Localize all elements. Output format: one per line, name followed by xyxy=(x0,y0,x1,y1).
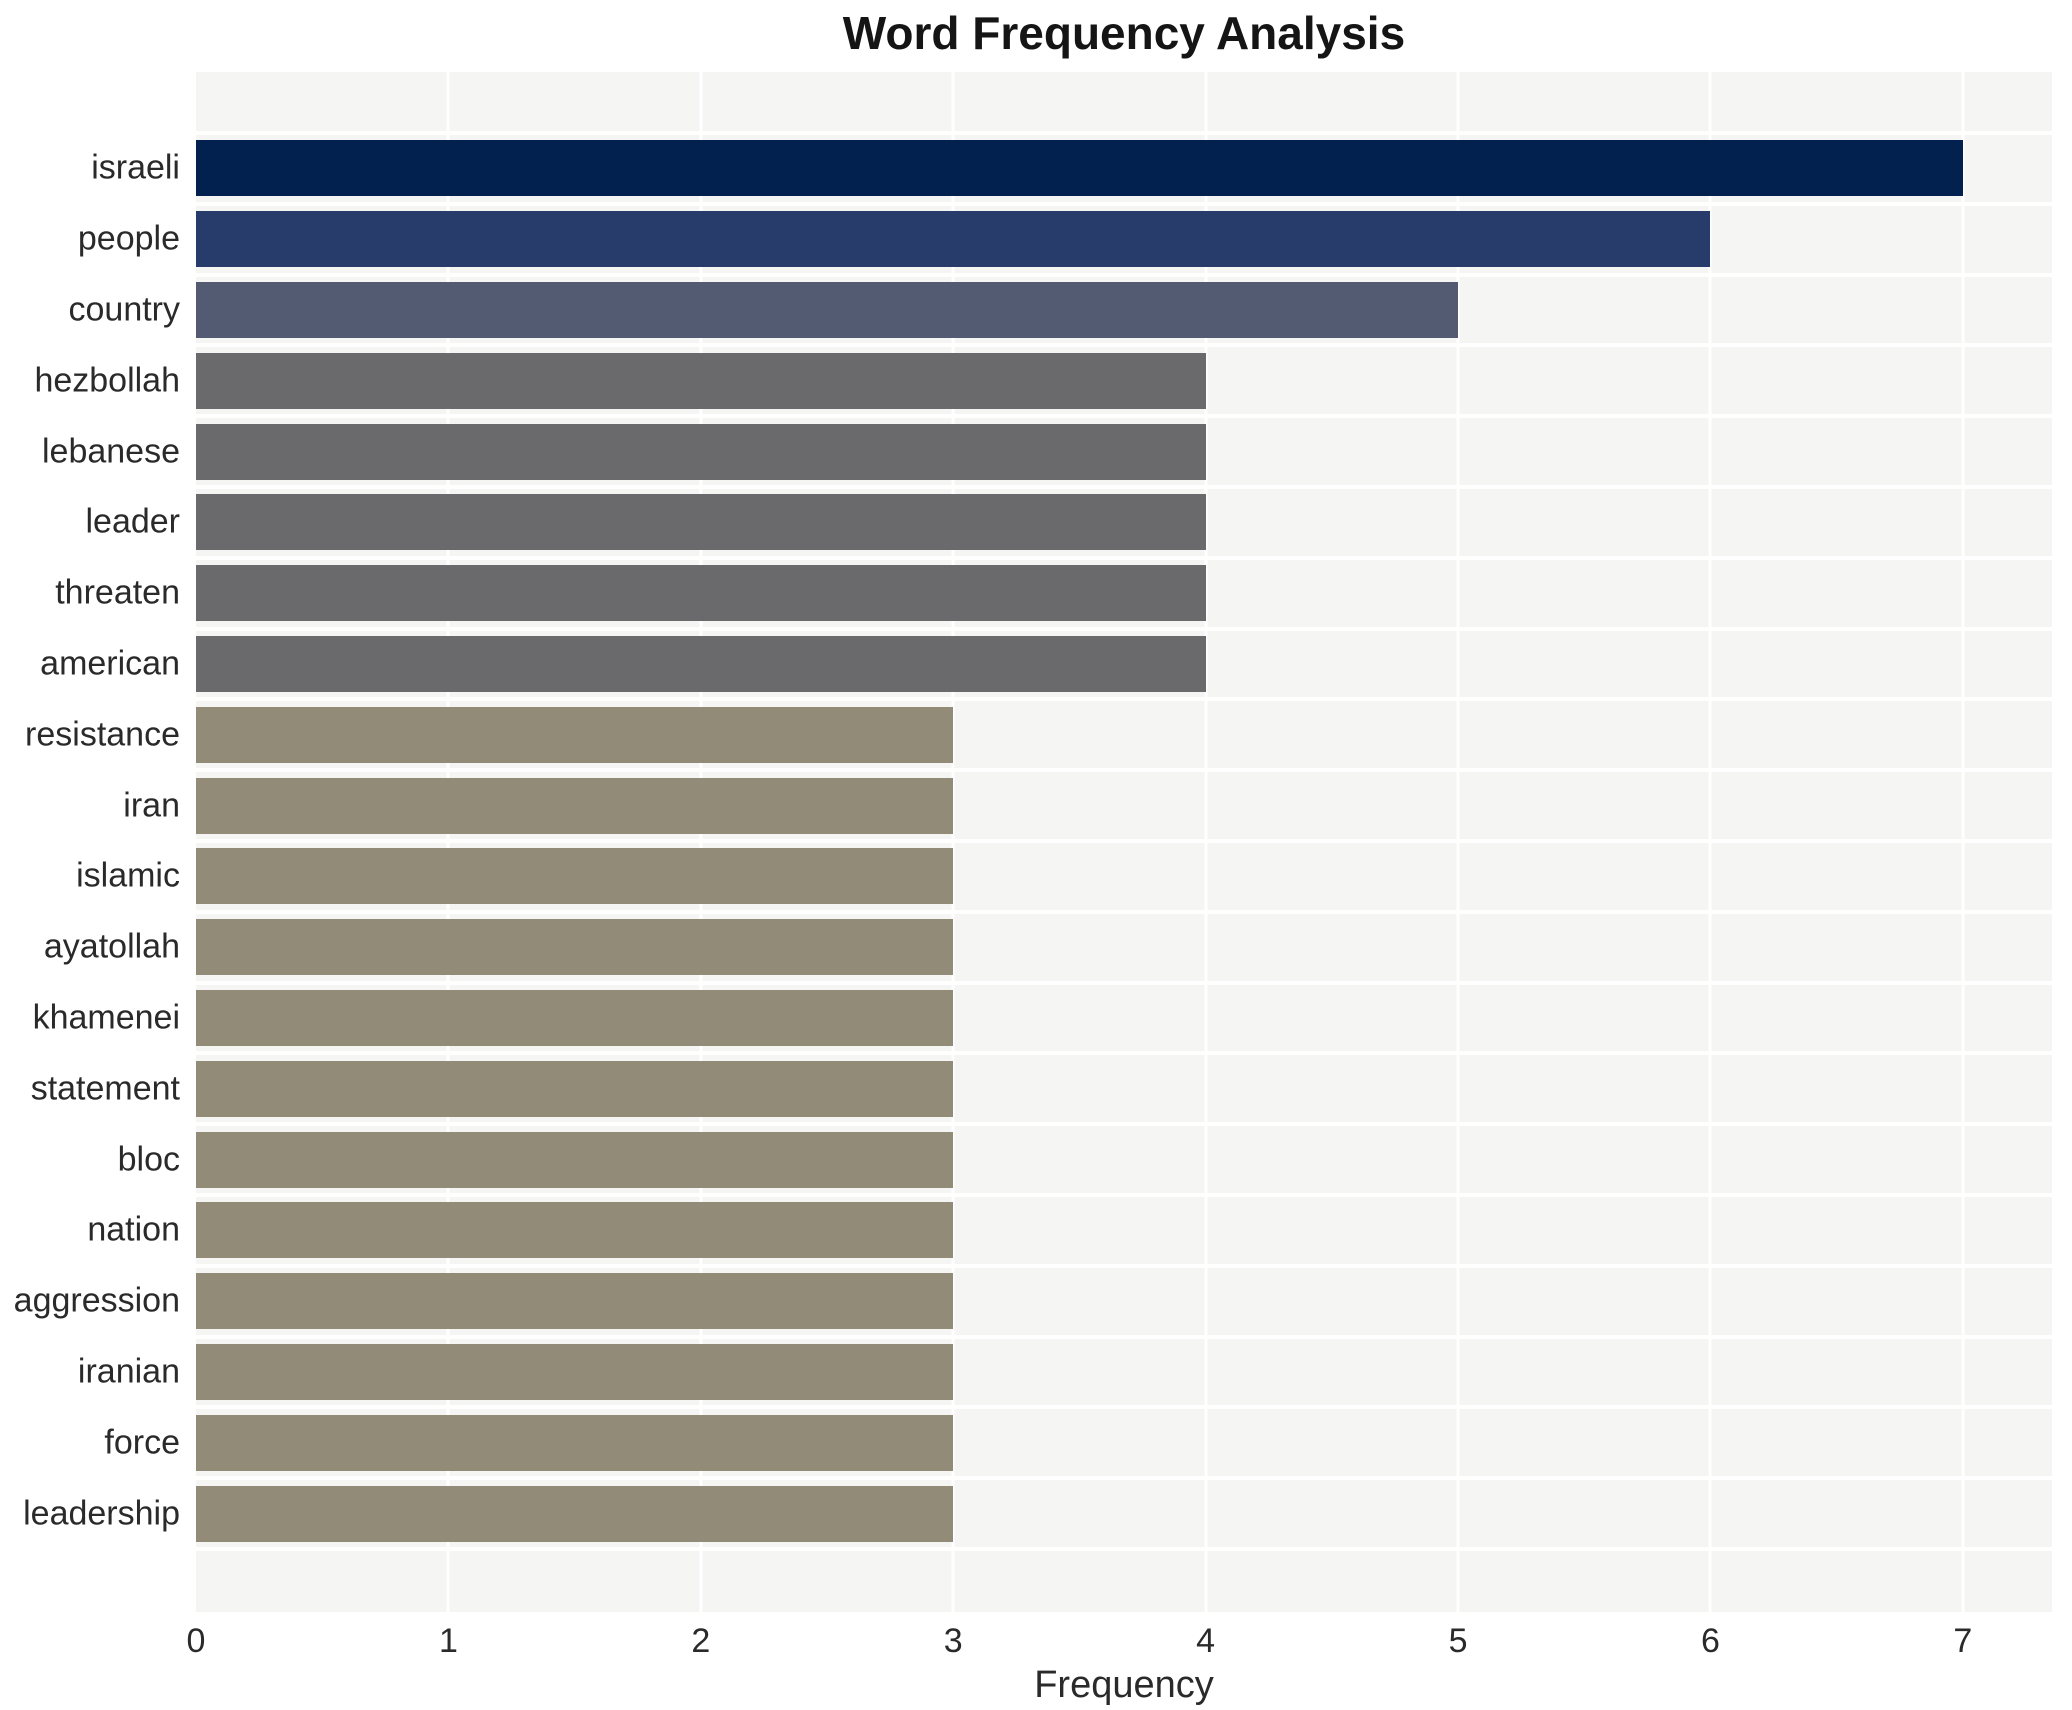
frequency-bar-israeli xyxy=(196,140,1963,197)
frequency-bar-american xyxy=(196,635,1206,692)
x-tick-label: 7 xyxy=(1953,1622,1973,1660)
horizontal-gridline xyxy=(196,485,2052,489)
horizontal-gridline xyxy=(196,272,2052,277)
x-tick-label: 4 xyxy=(1196,1622,1216,1660)
horizontal-gridline xyxy=(196,414,2052,419)
bar-row: israeli xyxy=(91,133,2052,204)
y-category-label: nation xyxy=(87,1210,180,1249)
frequency-bar-country xyxy=(196,281,1459,338)
horizontal-gridline xyxy=(196,1263,2052,1268)
horizontal-gridline xyxy=(196,1193,2052,1197)
horizontal-gridline xyxy=(196,768,2052,773)
y-category-label: ayatollah xyxy=(43,927,180,966)
x-tick-label: 1 xyxy=(438,1622,458,1660)
frequency-bar-nation xyxy=(196,1202,954,1259)
y-category-label: islamic xyxy=(76,856,180,895)
chart-title: Word Frequency Analysis xyxy=(842,7,1406,59)
bar-rows-layer: israeli people country hezbollah lebanese lea… xyxy=(14,131,2052,1551)
bar-row: american xyxy=(40,629,2052,700)
frequency-bar-islamic xyxy=(196,848,954,905)
y-category-label: bloc xyxy=(117,1140,180,1179)
horizontal-gridline xyxy=(196,980,2052,985)
y-category-label: hezbollah xyxy=(34,361,180,400)
frequency-bar-lebanese xyxy=(196,423,1206,480)
x-axis-label: Frequency xyxy=(1034,1664,1214,1706)
horizontal-gridline xyxy=(196,201,2052,206)
bar-row: aggression xyxy=(14,1266,2052,1337)
y-category-label: lebanese xyxy=(41,432,180,471)
bar-row: ayatollah xyxy=(44,912,2052,983)
y-category-label: resistance xyxy=(25,715,180,754)
horizontal-gridline xyxy=(196,697,2052,702)
horizontal-gridline xyxy=(196,626,2052,631)
plot-area: israeli people country hezbollah lebanese lea… xyxy=(14,72,2052,1706)
bar-row: nation xyxy=(87,1195,2052,1266)
bar-row: resistance xyxy=(25,699,2052,770)
bar-row: leadership xyxy=(23,1478,2052,1549)
frequency-bar-ayatollah xyxy=(196,919,954,976)
frequency-bar-leadership xyxy=(196,1485,954,1542)
bar-row: lebanese xyxy=(42,416,2052,487)
y-category-label: force xyxy=(104,1423,180,1462)
y-category-label: people xyxy=(77,219,180,258)
bar-row: islamic xyxy=(76,841,2052,912)
horizontal-gridline xyxy=(196,909,2052,914)
frequency-bar-bloc xyxy=(196,1131,954,1188)
bar-row: iranian xyxy=(78,1337,2052,1408)
x-tick-label: 0 xyxy=(186,1622,206,1660)
horizontal-gridline xyxy=(196,1051,2052,1056)
y-category-label: country xyxy=(68,290,181,329)
y-category-label: leadership xyxy=(23,1494,180,1533)
bar-row: bloc xyxy=(118,1124,2052,1195)
frequency-bar-aggression xyxy=(196,1273,954,1330)
y-category-label: threaten xyxy=(55,573,180,612)
x-axis-ticks: 0 1 2 3 4 5 6 7 xyxy=(187,1612,2052,1662)
horizontal-gridline xyxy=(196,1405,2052,1410)
frequency-bar-iranian xyxy=(196,1343,954,1400)
frequency-bar-leader xyxy=(196,494,1206,551)
x-tick-label: 2 xyxy=(691,1622,711,1660)
horizontal-gridline xyxy=(196,1334,2052,1339)
bar-row: force xyxy=(104,1407,2052,1478)
bar-row: country xyxy=(69,275,2052,346)
frequency-bar-iran xyxy=(196,777,954,834)
y-category-label: leader xyxy=(85,502,180,541)
y-category-label: aggression xyxy=(13,1281,180,1320)
horizontal-gridline xyxy=(196,1476,2052,1481)
x-tick-label: 5 xyxy=(1448,1622,1468,1660)
frequency-bar-force xyxy=(196,1414,954,1471)
frequency-bar-khamenei xyxy=(196,989,954,1046)
frequency-bar-resistance xyxy=(196,706,954,763)
bar-row: leader xyxy=(85,487,2052,558)
y-category-label: khamenei xyxy=(32,998,180,1037)
frequency-bar-hezbollah xyxy=(196,352,1206,409)
y-category-label: statement xyxy=(30,1069,180,1108)
frequency-bar-people xyxy=(196,211,1711,268)
horizontal-gridline xyxy=(196,131,2052,135)
x-tick-label: 6 xyxy=(1701,1622,1720,1660)
bar-row: people xyxy=(78,204,2052,275)
bar-row: khamenei xyxy=(33,983,2052,1054)
y-category-label: israeli xyxy=(91,148,180,187)
horizontal-gridline xyxy=(196,1547,2052,1551)
horizontal-gridline xyxy=(196,1122,2052,1127)
y-category-label: iranian xyxy=(77,1352,180,1391)
bar-row: statement xyxy=(31,1053,2052,1124)
x-tick-label: 3 xyxy=(943,1622,963,1660)
bar-row: threaten xyxy=(55,558,2052,629)
bar-row: iran xyxy=(123,770,2052,841)
horizontal-gridline xyxy=(196,555,2052,560)
y-category-label: american xyxy=(40,644,180,683)
bar-row: hezbollah xyxy=(34,345,2052,416)
frequency-bar-threaten xyxy=(196,565,1206,622)
y-category-label: iran xyxy=(123,786,180,825)
frequency-bar-statement xyxy=(196,1060,954,1117)
horizontal-gridline xyxy=(196,839,2052,843)
horizontal-gridline xyxy=(196,343,2052,348)
